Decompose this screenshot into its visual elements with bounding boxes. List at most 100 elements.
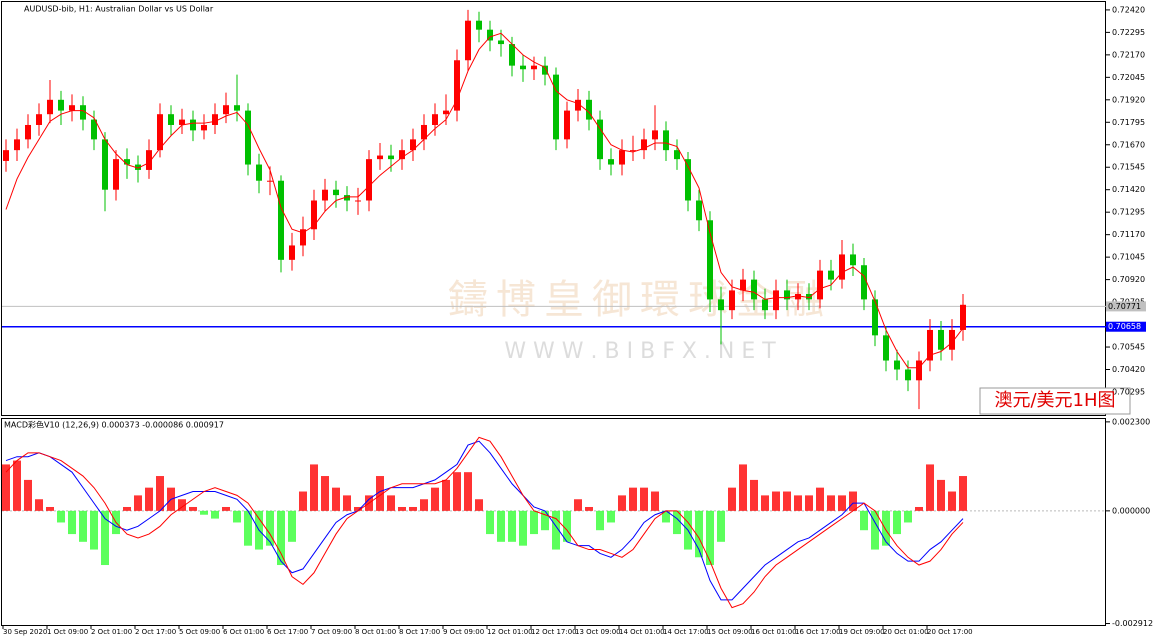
candle-body — [102, 139, 108, 190]
macd-bar — [948, 491, 956, 511]
candle-body — [399, 150, 405, 160]
candle-body — [300, 229, 306, 246]
macd-bar — [959, 476, 967, 511]
candle-body — [597, 119, 603, 160]
price-label-box — [1106, 321, 1146, 332]
candle-body — [454, 60, 460, 111]
macd-bar — [244, 510, 252, 546]
candle-body — [542, 65, 548, 75]
candle-body — [267, 180, 273, 182]
candle-body — [608, 159, 614, 165]
macd-bar — [57, 510, 65, 523]
x-tick-label: 13 Oct 09:00 — [575, 628, 621, 636]
candle-body — [586, 99, 592, 120]
price-panel — [1, 1, 1106, 416]
macd-bar — [310, 464, 318, 511]
macd-bar — [772, 491, 780, 511]
y-tick-label: 0.71670 — [1112, 140, 1145, 149]
x-tick-label: 20 Oct 17:00 — [927, 628, 973, 636]
candle-body — [245, 110, 251, 165]
candle-body — [828, 270, 834, 280]
candle-body — [861, 265, 867, 300]
y-tick-label: 0.000000 — [1112, 506, 1150, 515]
candle-body — [729, 290, 735, 311]
x-tick-label: 16 Oct 01:00 — [751, 628, 797, 636]
candle-body — [949, 329, 955, 350]
macd-bar — [728, 487, 736, 511]
macd-bar — [552, 510, 560, 550]
macd-bar — [68, 510, 76, 535]
candle-body — [322, 189, 328, 201]
y-tick-label: 0.71420 — [1112, 185, 1145, 194]
chart-title: AUDUSD-bib, H1: Australian Dollar vs US … — [24, 5, 214, 14]
macd-bar — [178, 499, 186, 511]
candle-body — [289, 245, 295, 260]
candle-body — [421, 124, 427, 140]
candle-body — [201, 124, 207, 131]
candle-body — [762, 299, 768, 311]
candle-body — [333, 189, 339, 196]
macd-bar — [816, 487, 824, 511]
candle-body — [377, 155, 383, 160]
x-tick-label: 2 Oct 17:00 — [135, 628, 176, 636]
candle-body — [509, 44, 515, 66]
candle-body — [190, 119, 196, 131]
candle-body — [80, 105, 86, 120]
macd-bar — [486, 510, 494, 535]
candle-body — [388, 155, 394, 160]
candle-body — [14, 139, 20, 151]
candle-body — [751, 279, 757, 300]
candle-body — [410, 139, 416, 151]
candle-body — [531, 65, 537, 70]
candle-body — [36, 114, 42, 125]
x-tick-label: 16 Oct 17:00 — [795, 628, 841, 636]
moving-average — [5, 32, 964, 369]
macd-bar — [794, 495, 802, 511]
macd-bar — [145, 487, 153, 511]
candle-body — [916, 360, 922, 381]
y-tick-label: 0.71045 — [1112, 253, 1145, 262]
candle-body — [839, 254, 845, 280]
candle-body — [740, 279, 746, 291]
price-label-box — [1106, 301, 1146, 312]
macd-bar — [398, 506, 406, 511]
y-tick-label: 0.71295 — [1112, 208, 1145, 217]
candle-body — [938, 329, 944, 350]
y-tick-label: 0.72045 — [1112, 73, 1145, 82]
watermark: W W W . B I B F X . N E T — [504, 339, 776, 364]
x-tick-label: 15 Oct 09:00 — [707, 628, 753, 636]
macd-bar — [508, 510, 516, 542]
x-tick-label: 19 Oct 09:00 — [839, 628, 885, 636]
candle-body — [630, 150, 636, 152]
candle-body — [25, 124, 31, 140]
macd-bar — [299, 491, 307, 511]
macd-bar — [387, 495, 395, 511]
x-tick-label: 5 Oct 09:00 — [179, 628, 220, 636]
macd-bar — [497, 510, 505, 542]
macd-bar — [189, 506, 197, 511]
candle-body — [707, 220, 713, 300]
macd-bar — [453, 472, 461, 511]
candle-body — [58, 99, 64, 111]
macd-bar — [222, 506, 230, 511]
y-tick-label: 0.71795 — [1112, 118, 1145, 127]
candle-body — [355, 200, 361, 202]
macd-bar — [563, 510, 571, 542]
candle-body — [311, 200, 317, 230]
candle-body — [663, 130, 669, 151]
y-tick-label: 0.70295 — [1112, 387, 1145, 396]
candle-body — [179, 119, 185, 125]
macd-bar — [530, 510, 538, 535]
macd-bar — [156, 476, 164, 511]
macd-bar — [354, 506, 362, 511]
candle-body — [124, 159, 130, 165]
annotation-box — [979, 387, 1131, 415]
macd-bar — [717, 510, 725, 542]
candle-body — [135, 164, 141, 170]
y-tick-label: 0.72295 — [1112, 28, 1145, 37]
candle-body — [476, 20, 482, 30]
x-tick-label: 6 Oct 01:00 — [223, 628, 264, 636]
candle-body — [850, 254, 856, 266]
macd-bar — [618, 495, 626, 511]
